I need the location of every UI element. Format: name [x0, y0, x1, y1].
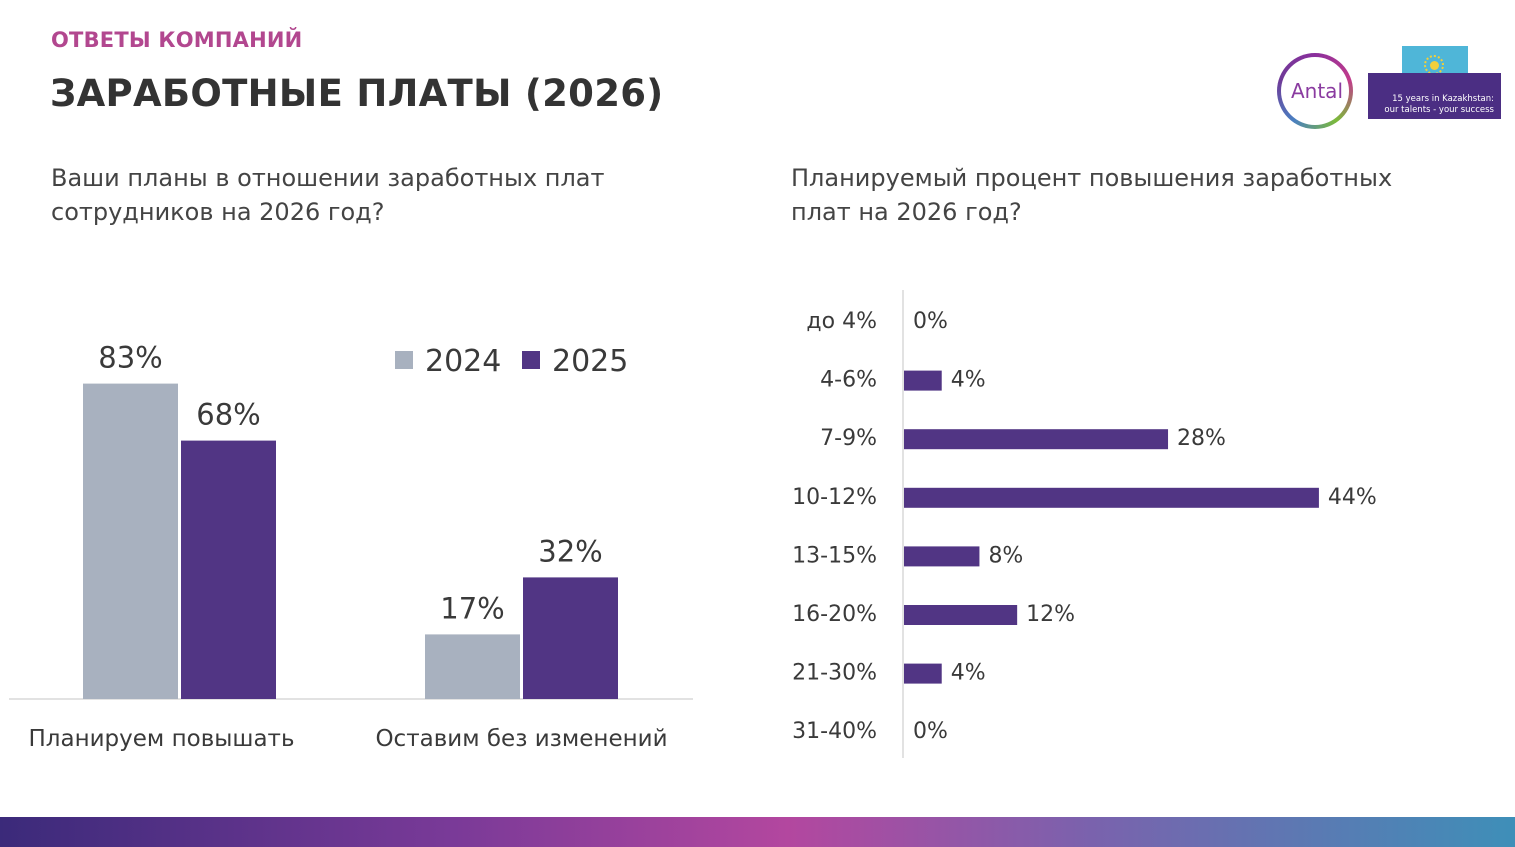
bar-7 [904, 663, 942, 684]
data-label-1: 0% [913, 309, 948, 334]
category-label-7: 21-30% [792, 661, 877, 686]
category-label-4: 10-12% [792, 485, 877, 510]
category-label-2: 4-6% [820, 368, 877, 393]
data-label-4: 44% [1328, 485, 1377, 510]
legend-label-2024: 2024 [425, 344, 501, 379]
data-label-2025-1: 68% [196, 398, 260, 432]
right-question: Планируемый процент повышения заработных… [791, 161, 1431, 229]
bar-2024-2 [425, 634, 520, 699]
legend-label-2025: 2025 [552, 344, 628, 379]
category-label-3: 7-9% [820, 426, 877, 451]
footer-gradient-bar [0, 817, 1515, 847]
bar-2025-1 [181, 440, 276, 699]
category-label-5: 13-15% [792, 543, 877, 568]
data-label-3: 28% [1177, 426, 1226, 451]
right-question-line-1: Планируемый процент повышения заработных [791, 164, 1393, 192]
logo-ring-icon [1277, 53, 1353, 129]
data-label-8: 0% [913, 719, 948, 744]
data-label-2: 4% [951, 368, 986, 393]
logo-tagline-line-1: 15 years in Kazakhstan: [1392, 94, 1494, 104]
logo-tagline-line-2: our talents - your success [1384, 105, 1494, 115]
data-label-2024-2: 17% [440, 591, 504, 625]
legend-swatch-2024 [395, 351, 413, 369]
bar-2 [904, 370, 942, 391]
legend-swatch-2025 [522, 351, 540, 369]
bar-5 [904, 546, 980, 567]
left-question-line-2: сотрудников на 2026 год? [51, 198, 385, 226]
data-label-6: 12% [1026, 602, 1075, 627]
data-label-2024-1: 83% [98, 341, 162, 375]
right-question-line-2: плат на 2026 год? [791, 198, 1022, 226]
data-label-7: 4% [951, 661, 986, 686]
logo-brand-text: Antal [1290, 79, 1343, 103]
data-label-2025-2: 32% [538, 534, 602, 568]
antal-logo: Antal 15 years in Kazakhstan: our talent… [1274, 46, 1504, 141]
category-label-1: до 4% [806, 309, 877, 334]
section-label: ОТВЕТЫ КОМПАНИЙ [51, 28, 303, 52]
salary-plans-chart: 83% 68% Планируем повышать 17% 32% Оставим бе… [9, 341, 693, 752]
category-label-8: 31-40% [792, 719, 877, 744]
bar-2024-1 [83, 383, 178, 699]
raise-percent-chart: до 4% 0% 4-6% 4% 7-9% 28% 10-12% 44% 13-15% 8% 16-… [792, 290, 1377, 758]
logo-banner: 15 years in Kazakhstan: our talents - yo… [1368, 73, 1501, 119]
category-label-6: 16-20% [792, 602, 877, 627]
category-label-2: Оставим без изменений [375, 726, 667, 752]
left-question-line-1: Ваши планы в отношении заработных плат [51, 164, 605, 192]
category-label-1: Планируем повышать [28, 726, 294, 752]
data-label-5: 8% [988, 543, 1023, 568]
bar-4 [904, 487, 1319, 508]
bar-2025-2 [523, 577, 618, 699]
bar-6 [904, 605, 1018, 625]
page-title: ЗАРАБОТНЫЕ ПЛАТЫ (2026) [50, 72, 664, 115]
left-question: Ваши планы в отношении заработных плат с… [51, 161, 651, 229]
bar-3 [904, 429, 1169, 450]
